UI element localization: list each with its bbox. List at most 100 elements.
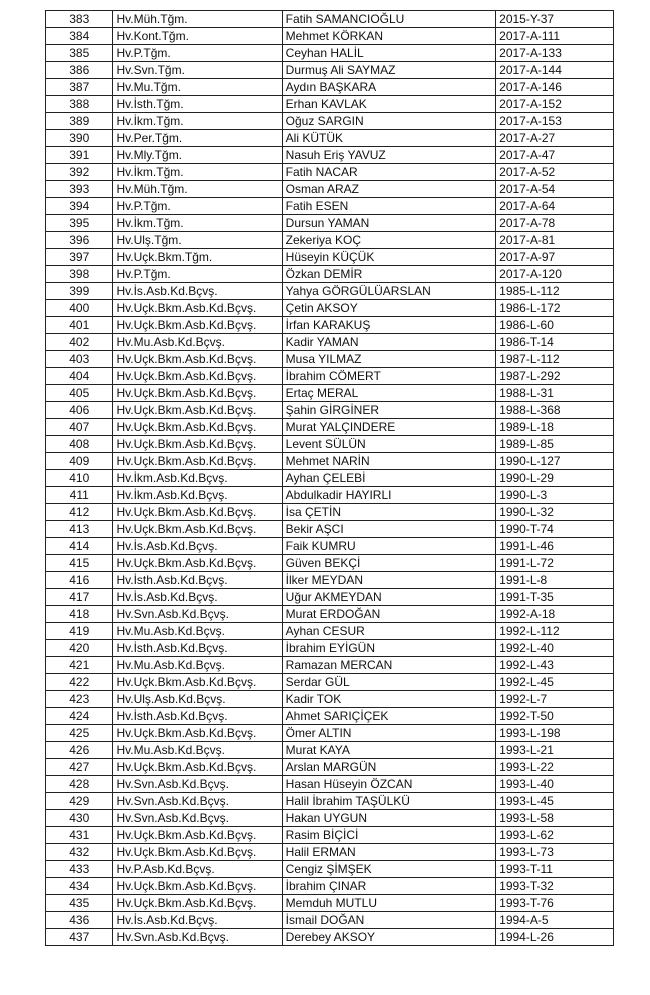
code-cell: 2017-A-97 (495, 248, 614, 266)
table-row: 432 Hv.Uçk.Bkm.Asb.Kd.Bçvş. Halil ERMAN 199… (44, 843, 614, 861)
rank-cell: Hv.Mu.Asb.Kd.Bçvş. (112, 741, 283, 759)
name-cell: Mehmet NARİN (281, 452, 497, 470)
name-cell: Levent SÜLÜN (281, 435, 497, 453)
name-cell: Rasim BİÇİCİ (281, 826, 497, 844)
rank-cell: Hv.Uçk.Bkm.Asb.Kd.Bçvş. (112, 299, 283, 317)
code-cell: 2017-A-146 (495, 78, 614, 96)
row-number: 430 (44, 809, 114, 827)
rank-cell: Hv.İs.Asb.Kd.Bçvş. (112, 537, 283, 555)
table-row: 390 Hv.Per.Tğm. Ali KÜTÜK 2017-A-27 (44, 129, 614, 147)
table-body: 383 Hv.Müh.Tğm. Fatih SAMANCIOĞLU 2015-Y-37… (44, 10, 614, 946)
code-cell: 2015-Y-37 (495, 10, 614, 28)
code-cell: 1993-T-32 (495, 877, 614, 895)
table-row: 416 Hv.İsth.Asb.Kd.Bçvş. İlker MEYDAN 1991-… (44, 571, 614, 589)
rank-cell: Hv.Svn.Asb.Kd.Bçvş. (112, 775, 283, 793)
rank-cell: Hv.Uçk.Bkm.Asb.Kd.Bçvş. (112, 758, 283, 776)
name-cell: Bekir AŞCI (281, 520, 497, 538)
code-cell: 1994-A-5 (495, 911, 614, 929)
rank-cell: Hv.Uçk.Bkm.Asb.Kd.Bçvş. (112, 503, 283, 521)
table-row: 409 Hv.Uçk.Bkm.Asb.Kd.Bçvş. Mehmet NARİN 19… (44, 452, 614, 470)
rank-cell: Hv.Uçk.Bkm.Asb.Kd.Bçvş. (112, 554, 283, 572)
rank-cell: Hv.Per.Tğm. (112, 129, 283, 147)
code-cell: 1990-L-3 (495, 486, 614, 504)
code-cell: 1992-L-7 (495, 690, 614, 708)
name-cell: Abdulkadir HAYIRLI (281, 486, 497, 504)
code-cell: 1986-L-60 (495, 316, 614, 334)
name-cell: Ertaç MERAL (281, 384, 497, 402)
code-cell: 2017-A-153 (495, 112, 614, 130)
table-row: 399 Hv.İs.Asb.Kd.Bçvş. Yahya GÖRGÜLÜARSLAN… (44, 282, 614, 300)
name-cell: İsa ÇETİN (281, 503, 497, 521)
code-cell: 1994-L-26 (495, 928, 614, 946)
code-cell: 1989-L-18 (495, 418, 614, 436)
table-row: 420 Hv.İsth.Asb.Kd.Bçvş. İbrahim EYİGÜN 199… (44, 639, 614, 657)
table-row: 421 Hv.Mu.Asb.Kd.Bçvş. Ramazan MERCAN 1992-… (44, 656, 614, 674)
table-row: 408 Hv.Uçk.Bkm.Asb.Kd.Bçvş. Levent SÜLÜN 19… (44, 435, 614, 453)
name-cell: Memduh MUTLU (281, 894, 497, 912)
name-cell: Aydın BAŞKARA (281, 78, 497, 96)
row-number: 391 (44, 146, 114, 164)
rank-cell: Hv.İsth.Tğm. (112, 95, 283, 113)
code-cell: 1991-L-46 (495, 537, 614, 555)
code-cell: 1990-L-32 (495, 503, 614, 521)
row-number: 433 (44, 860, 114, 878)
code-cell: 2017-A-78 (495, 214, 614, 232)
row-number: 407 (44, 418, 114, 436)
rank-cell: Hv.Svn.Asb.Kd.Bçvş. (112, 605, 283, 623)
table-row: 398 Hv.P.Tğm. Özkan DEMİR 2017-A-120 (44, 265, 614, 283)
code-cell: 1986-T-14 (495, 333, 614, 351)
table-row: 396 Hv.Ulş.Tğm. Zekeriya KOÇ 2017-A-81 (44, 231, 614, 249)
row-number: 429 (44, 792, 114, 810)
table-row: 413 Hv.Uçk.Bkm.Asb.Kd.Bçvş. Bekir AŞCI 1990… (44, 520, 614, 538)
name-cell: Murat KAYA (281, 741, 497, 759)
name-cell: Şahin GİRGİNER (281, 401, 497, 419)
row-number: 393 (44, 180, 114, 198)
code-cell: 2017-A-152 (495, 95, 614, 113)
code-cell: 1993-L-45 (495, 792, 614, 810)
rank-cell: Hv.Mu.Tğm. (112, 78, 283, 96)
table-row: 393 Hv.Müh.Tğm. Osman ARAZ 2017-A-54 (44, 180, 614, 198)
row-number: 420 (44, 639, 114, 657)
rank-cell: Hv.İkm.Tğm. (112, 214, 283, 232)
rank-cell: Hv.Svn.Asb.Kd.Bçvş. (112, 792, 283, 810)
code-cell: 2017-A-81 (495, 231, 614, 249)
code-cell: 1992-T-50 (495, 707, 614, 725)
code-cell: 2017-A-64 (495, 197, 614, 215)
table-row: 397 Hv.Uçk.Bkm.Tğm. Hüseyin KÜÇÜK 2017-A-97 (44, 248, 614, 266)
name-cell: Ali KÜTÜK (281, 129, 497, 147)
row-number: 408 (44, 435, 114, 453)
rank-cell: Hv.Müh.Tğm. (112, 180, 283, 198)
row-number: 388 (44, 95, 114, 113)
row-number: 390 (44, 129, 114, 147)
name-cell: Musa YILMAZ (281, 350, 497, 368)
row-number: 405 (44, 384, 114, 402)
row-number: 437 (44, 928, 114, 946)
table-row: 422 Hv.Uçk.Bkm.Asb.Kd.Bçvş. Serdar GÜL 1992… (44, 673, 614, 691)
name-cell: Kadir TOK (281, 690, 497, 708)
code-cell: 2017-A-27 (495, 129, 614, 147)
table-row: 385 Hv.P.Tğm. Ceyhan HALİL 2017-A-133 (44, 44, 614, 62)
table-row: 425 Hv.Uçk.Bkm.Asb.Kd.Bçvş. Ömer ALTIN 1993… (44, 724, 614, 742)
row-number: 409 (44, 452, 114, 470)
code-cell: 1993-L-62 (495, 826, 614, 844)
row-number: 416 (44, 571, 114, 589)
code-cell: 1988-L-31 (495, 384, 614, 402)
table-row: 389 Hv.İkm.Tğm. Oğuz SARGIN 2017-A-153 (44, 112, 614, 130)
row-number: 383 (44, 10, 114, 28)
code-cell: 2017-A-144 (495, 61, 614, 79)
code-cell: 1987-L-292 (495, 367, 614, 385)
name-cell: Fatih NACAR (281, 163, 497, 181)
rank-cell: Hv.İkm.Tğm. (112, 163, 283, 181)
name-cell: Hüseyin KÜÇÜK (281, 248, 497, 266)
name-cell: Fatih SAMANCIOĞLU (281, 10, 497, 28)
code-cell: 1991-L-8 (495, 571, 614, 589)
table-row: 435 Hv.Uçk.Bkm.Asb.Kd.Bçvş. Memduh MUTLU 19… (44, 894, 614, 912)
rank-cell: Hv.P.Tğm. (112, 265, 283, 283)
rank-cell: Hv.Uçk.Bkm.Asb.Kd.Bçvş. (112, 673, 283, 691)
code-cell: 1990-L-29 (495, 469, 614, 487)
name-cell: Hasan Hüseyin ÖZCAN (281, 775, 497, 793)
rank-cell: Hv.Uçk.Bkm.Asb.Kd.Bçvş. (112, 316, 283, 334)
table-row: 433 Hv.P.Asb.Kd.Bçvş. Cengiz ŞİMŞEK 1993-T-… (44, 860, 614, 878)
table-row: 430 Hv.Svn.Asb.Kd.Bçvş. Hakan UYGUN 1993-L-… (44, 809, 614, 827)
row-number: 402 (44, 333, 114, 351)
